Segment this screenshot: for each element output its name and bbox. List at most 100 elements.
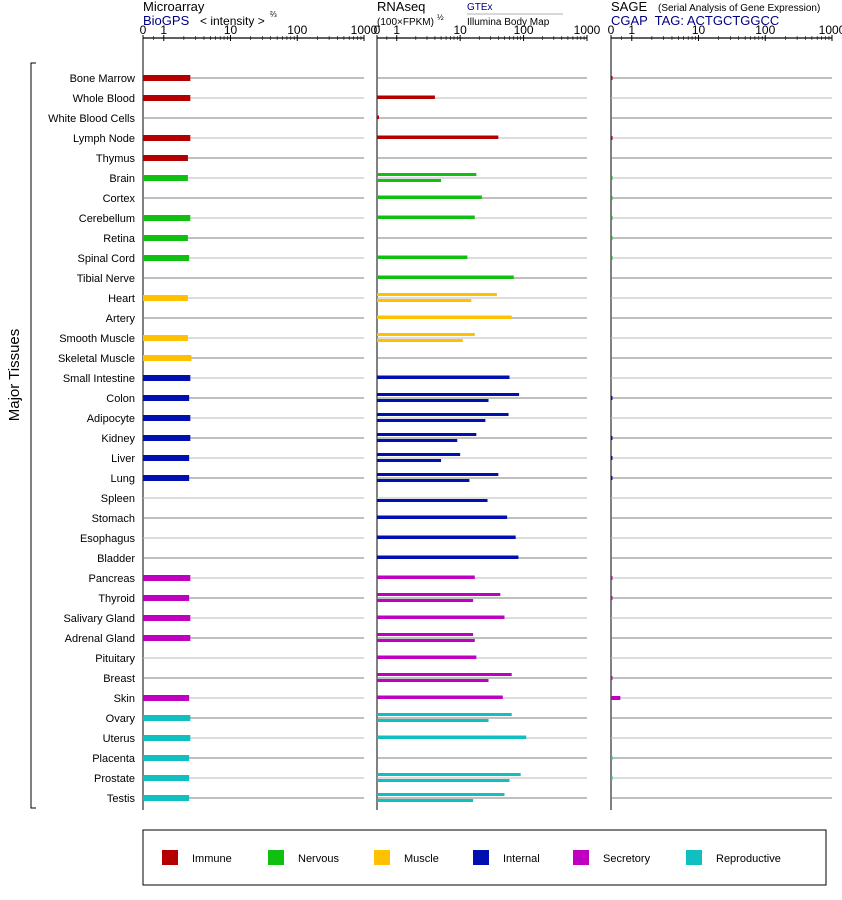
row-label: Small Intestine (63, 373, 135, 385)
rnaseq-ibm-bar (377, 339, 463, 342)
row-label: Liver (111, 453, 135, 465)
microarray-bar (143, 415, 191, 421)
row-label: Lung (111, 473, 135, 485)
row-label: Whole Blood (73, 93, 135, 105)
microarray-bar (143, 235, 188, 241)
microarray-bar (143, 215, 191, 221)
rnaseq-gtex-bar (377, 655, 477, 659)
rnaseq-gtex-bar (377, 735, 527, 739)
microarray-bar (143, 395, 190, 401)
microarray-bar (143, 455, 190, 461)
rnaseq-unit: (100×FPKM) (377, 17, 434, 28)
rnaseq-gtex-bar (377, 115, 379, 119)
microarray-bar (143, 695, 190, 701)
microarray-bar (143, 635, 191, 641)
sage-bar (611, 256, 613, 260)
sage-bar (611, 596, 613, 600)
microarray-tick-label: 1 (160, 23, 167, 37)
rnaseq-gtex-bar (377, 95, 435, 99)
rnaseq-gtex-bar (377, 773, 521, 776)
sage-tick-label: 100 (755, 23, 775, 37)
sage-bar (611, 756, 613, 760)
microarray-bar (143, 435, 191, 441)
rnaseq-tick-label: 1 (393, 23, 400, 37)
rnaseq-ibm-bar (377, 439, 458, 442)
rnaseq-gtex-bar (377, 453, 461, 456)
rnaseq-gtex-bar (377, 333, 475, 336)
sage-bar (611, 216, 613, 220)
row-label: Adipocyte (87, 413, 135, 425)
rnaseq-gtex-bar (377, 473, 499, 476)
microarray-bar (143, 95, 191, 101)
rnaseq-gtex-bar (377, 555, 519, 559)
microarray-tick-label: 1000 (351, 23, 378, 37)
sage-tick-label: 0 (608, 23, 615, 37)
microarray-bar (143, 475, 190, 481)
rnaseq-gtex-bar (377, 713, 512, 716)
microarray-bar (143, 735, 191, 741)
microarray-bar (143, 775, 190, 781)
rnaseq-ibm-bar (377, 599, 474, 602)
row-label: Thyroid (98, 593, 135, 605)
rnaseq-gtex-bar (377, 615, 505, 619)
rnaseq-ibm-bar (377, 179, 442, 182)
row-label: Thymus (96, 153, 136, 165)
row-label: Smooth Muscle (59, 333, 135, 345)
sage-bar (611, 676, 613, 680)
microarray-tick-label: 100 (287, 23, 307, 37)
microarray-bar (143, 595, 190, 601)
rnaseq-gtex-bar (377, 135, 499, 139)
legend-label-internal: Internal (503, 853, 540, 865)
rnaseq-gtex-label: GTEx (467, 2, 493, 13)
sage-tick-label: 1 (628, 23, 635, 37)
rnaseq-gtex-bar (377, 633, 474, 636)
row-label: Salivary Gland (63, 613, 135, 625)
row-label: Heart (108, 293, 135, 305)
rnaseq-tick-label: 100 (514, 23, 534, 37)
sage-bar (611, 456, 613, 460)
microarray-bar (143, 255, 190, 261)
rnaseq-gtex-bar (377, 215, 475, 219)
row-label: White Blood Cells (48, 113, 135, 125)
rnaseq-gtex-bar (377, 793, 505, 796)
row-label: Testis (107, 793, 136, 805)
rnaseq-gtex-bar (377, 575, 475, 579)
row-label: Uterus (103, 733, 136, 745)
rnaseq-ibm-bar (377, 399, 489, 402)
row-label: Brain (109, 173, 135, 185)
rnaseq-tick-label: 1000 (574, 23, 601, 37)
microarray-tick-label: 10 (224, 23, 238, 37)
microarray-bar (143, 575, 191, 581)
row-label: Pancreas (89, 573, 136, 585)
sage-subtitle: (Serial Analysis of Gene Expression) (658, 3, 820, 14)
legend-label-nervous: Nervous (298, 853, 339, 865)
legend-label-reproductive: Reproductive (716, 853, 781, 865)
row-label: Lymph Node (73, 133, 135, 145)
row-label: Prostate (94, 773, 135, 785)
row-label: Adrenal Gland (65, 633, 135, 645)
rnaseq-title: RNAseq (377, 0, 425, 14)
row-label: Spinal Cord (78, 253, 135, 265)
legend-swatch-reproductive (686, 850, 702, 865)
rnaseq-ibm-bar (377, 639, 475, 642)
microarray-bar (143, 755, 190, 761)
legend-swatch-internal (473, 850, 489, 865)
rnaseq-ibm-bar (377, 799, 474, 802)
rnaseq-unit-exponent: ½ (437, 13, 444, 22)
microarray-intensity-label: < intensity > (200, 14, 265, 28)
microarray-bar (143, 795, 190, 801)
microarray-bar (143, 615, 191, 621)
rnaseq-tick-label: 10 (453, 23, 467, 37)
rnaseq-gtex-bar (377, 535, 516, 539)
rnaseq-gtex-bar (377, 195, 482, 199)
sage-tag: CGAP TAG: ACTGCTGGCC (611, 13, 779, 28)
sage-bar (611, 436, 613, 440)
row-label: Artery (106, 313, 136, 325)
row-label: Esophagus (80, 533, 136, 545)
rnaseq-ibm-bar (377, 299, 472, 302)
y-axis-bracket (30, 62, 36, 809)
sage-title: SAGE (611, 0, 647, 14)
y-axis-label: Major Tissues (6, 329, 23, 422)
row-label: Breast (103, 673, 135, 685)
rnaseq-ibm-bar (377, 679, 489, 682)
